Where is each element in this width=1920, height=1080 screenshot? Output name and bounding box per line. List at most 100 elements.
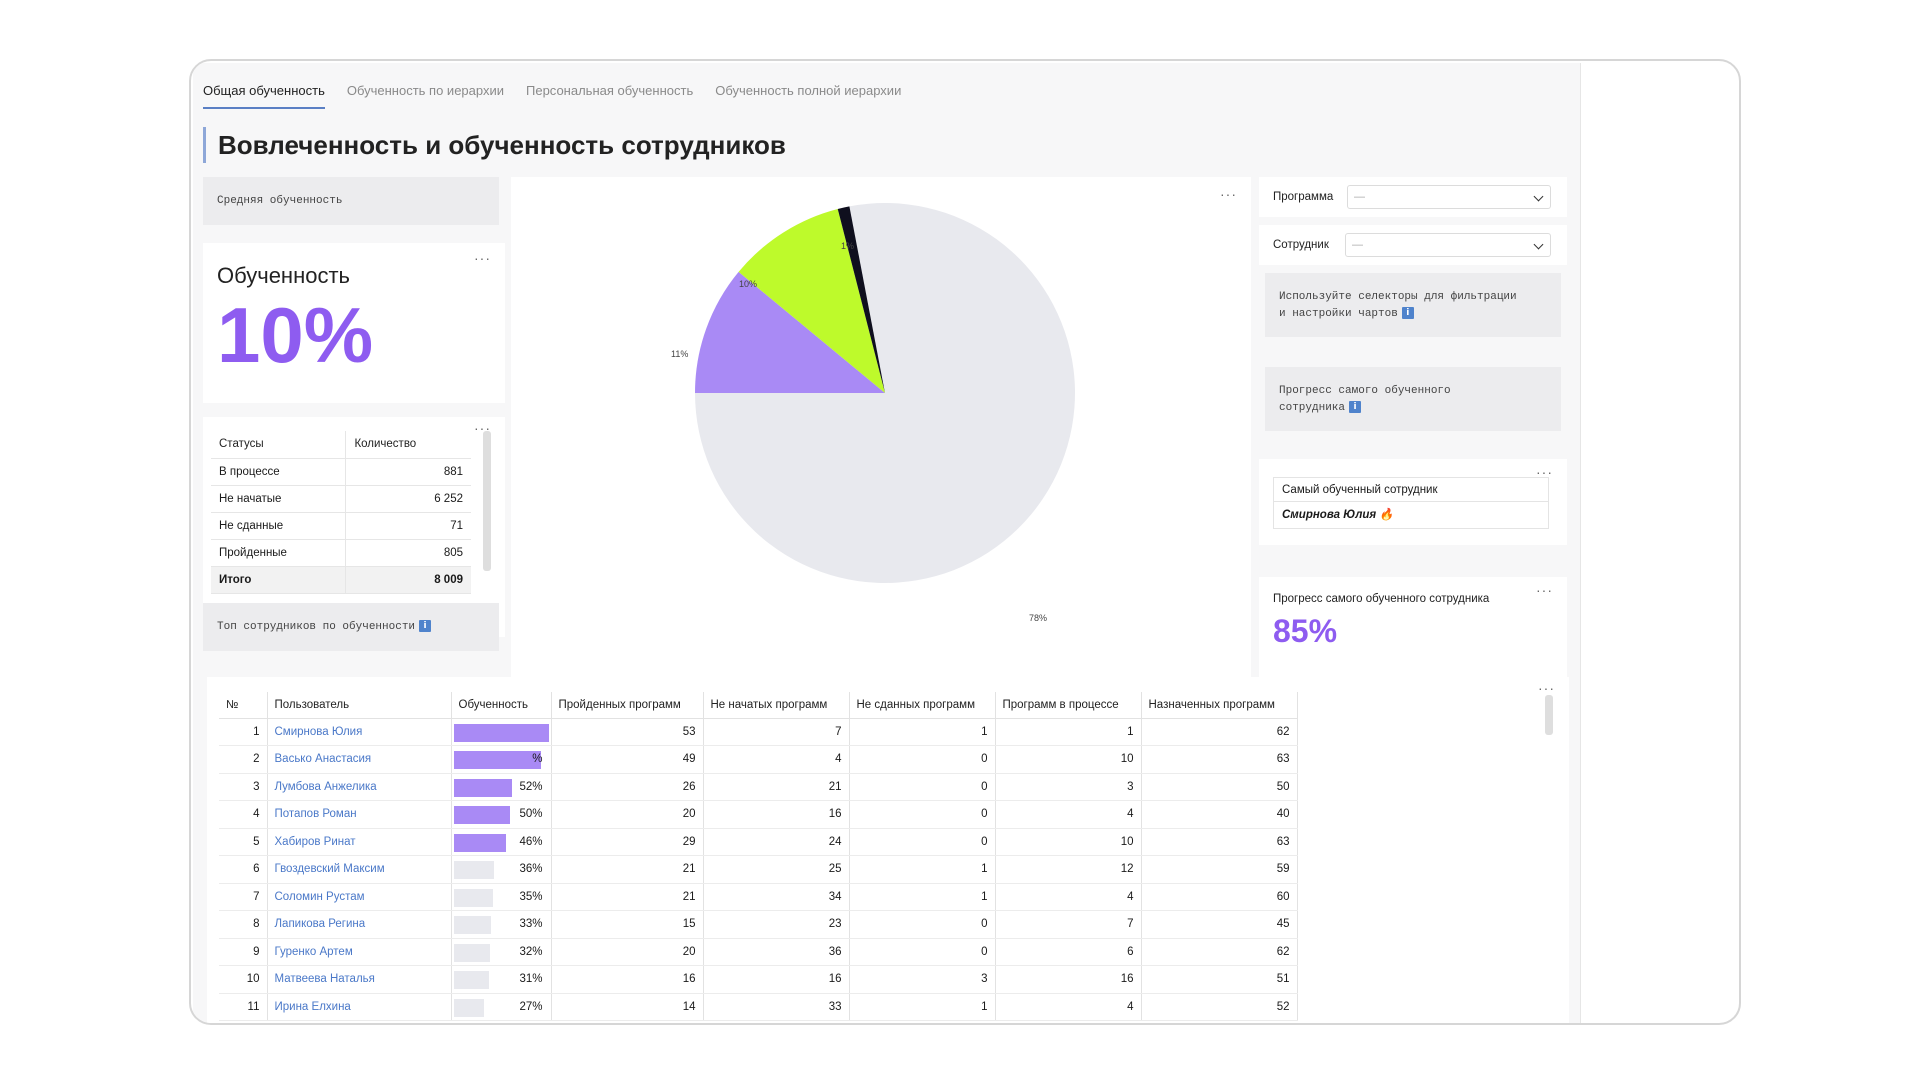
- training-cell: 32%: [451, 938, 552, 966]
- in-progress-cell: 4: [995, 993, 1142, 1021]
- user-cell: Лапикова Регина: [267, 910, 452, 939]
- program-select[interactable]: —: [1347, 185, 1551, 209]
- user-link[interactable]: Васько Анастасия: [274, 753, 372, 766]
- not-started-cell: 16: [703, 800, 850, 829]
- column-header[interactable]: Программ в процессе: [995, 692, 1142, 719]
- assigned-cell: 59: [1141, 855, 1298, 884]
- more-icon[interactable]: ···: [1536, 464, 1553, 480]
- pie-slice[interactable]: [837, 206, 885, 393]
- column-header: Количество: [345, 431, 471, 459]
- user-cell: Потапов Роман: [267, 800, 452, 829]
- best-employee-name-row: Смирнова Юлия 🔥: [1274, 502, 1548, 528]
- program-selector-card: Программа —: [1259, 177, 1567, 217]
- employee-label: Сотрудник: [1273, 239, 1329, 251]
- not-started-cell: 36: [703, 938, 850, 966]
- chevron-down-icon: [1533, 239, 1544, 250]
- scrollbar[interactable]: [483, 431, 491, 571]
- total-label: Итого: [211, 566, 347, 594]
- tab-0[interactable]: Общая обученность: [203, 79, 325, 109]
- info-icon[interactable]: i: [1401, 307, 1414, 320]
- failed-cell: 3: [849, 965, 996, 994]
- user-link[interactable]: Лапикова Регина: [274, 918, 366, 931]
- training-label: 50%: [519, 808, 543, 820]
- passed-cell: 26: [551, 773, 704, 801]
- user-link[interactable]: Ирина Елхина: [274, 1000, 351, 1013]
- user-link[interactable]: Матвеева Наталья: [274, 973, 375, 986]
- info-icon[interactable]: i: [419, 620, 432, 632]
- training-bar: [453, 971, 489, 989]
- user-cell: Гуренко Артем: [267, 938, 452, 966]
- more-icon[interactable]: ···: [1538, 680, 1555, 696]
- table-row: 5 Хабиров Ринат 46% 29 24 0 10 63: [219, 828, 1298, 856]
- tab-3[interactable]: Обученность полной иерархии: [715, 83, 902, 98]
- user-link[interactable]: Смирнова Юлия: [274, 725, 363, 738]
- best-employee-name: Смирнова Юлия: [1282, 509, 1377, 521]
- training-bar: [453, 751, 541, 769]
- user-link[interactable]: Гуренко Артем: [274, 945, 353, 958]
- employees-table: № Пользователь Обученность Пройденных прогр…: [219, 692, 1298, 1021]
- more-icon[interactable]: ···: [1536, 582, 1553, 598]
- progress-hint-card: Прогресс самого обученного сотрудника i: [1265, 367, 1561, 431]
- best-progress-title: Прогресс самого обученного сотрудника: [1273, 593, 1490, 605]
- user-link[interactable]: Хабиров Ринат: [274, 835, 356, 848]
- user-link[interactable]: Лумбова Анжелика: [274, 780, 377, 793]
- more-icon[interactable]: ···: [474, 250, 491, 266]
- training-bar: [453, 833, 506, 852]
- row-number: 9: [219, 938, 268, 966]
- best-employee-card: ··· Самый обученный сотрудник Смирнова Ю…: [1259, 459, 1567, 545]
- column-header[interactable]: Не сданных программ: [849, 692, 996, 719]
- total-count: 8 009: [345, 566, 471, 594]
- user-cell: Ирина Елхина: [267, 993, 452, 1021]
- assigned-cell: 63: [1141, 828, 1298, 856]
- column-header: Статусы: [211, 431, 347, 459]
- passed-cell: 21: [551, 883, 704, 911]
- training-bar: [453, 998, 484, 1017]
- assigned-cell: 52: [1141, 993, 1298, 1021]
- flame-icon: 🔥: [1376, 509, 1394, 521]
- status-cell: Не начатые: [211, 485, 347, 513]
- table-row: Не сданные 71: [211, 512, 471, 540]
- slice-label: 10%: [739, 279, 757, 289]
- score-card: ··· Обученность 10%: [203, 243, 505, 403]
- in-progress-cell: 4: [995, 800, 1142, 829]
- table-row: 10 Матвеева Наталья 31% 16 16 3 16 51: [219, 965, 1298, 994]
- training-bar: [453, 861, 494, 879]
- training-cell: 36%: [451, 855, 552, 884]
- column-header[interactable]: Не начатых программ: [703, 692, 850, 719]
- user-link[interactable]: Соломин Рустам: [274, 890, 365, 903]
- user-cell: Лумбова Анжелика: [267, 773, 452, 801]
- top-employees-label: Топ сотрудников по обученности i: [217, 620, 432, 633]
- count-cell: 881: [345, 458, 471, 486]
- column-header[interactable]: №: [219, 692, 268, 719]
- training-cell: %: [451, 745, 552, 774]
- tab-1[interactable]: Обученность по иерархии: [346, 83, 504, 98]
- failed-cell: 1: [849, 855, 996, 884]
- status-cell: Пройденные: [211, 539, 347, 567]
- user-link[interactable]: Потапов Роман: [274, 808, 357, 821]
- column-header[interactable]: Назначенных программ: [1141, 692, 1298, 719]
- in-progress-cell: 16: [995, 965, 1142, 994]
- row-number: 11: [219, 993, 268, 1021]
- scrollbar[interactable]: [1545, 695, 1553, 735]
- pie-slice[interactable]: [738, 208, 885, 393]
- column-header[interactable]: Пользователь: [267, 692, 452, 719]
- avg-training-card: Средняя обученность: [203, 177, 499, 225]
- table-row: 3 Лумбова Анжелика 52% 26 21 0 3 50: [219, 773, 1298, 801]
- passed-cell: 21: [551, 855, 704, 884]
- count-cell: 6 252: [345, 485, 471, 513]
- passed-cell: 15: [551, 910, 704, 939]
- failed-cell: 0: [849, 828, 996, 856]
- user-link[interactable]: Гвоздевский Максим: [274, 863, 385, 876]
- more-icon[interactable]: ···: [1220, 186, 1237, 202]
- column-header[interactable]: Пройденных программ: [551, 692, 704, 719]
- training-cell: [451, 718, 552, 746]
- tab-2[interactable]: Персональная обученность: [526, 83, 694, 98]
- training-cell: 31%: [451, 965, 552, 994]
- column-header[interactable]: Обученность: [451, 692, 552, 719]
- employee-select[interactable]: —: [1345, 233, 1551, 257]
- info-icon[interactable]: i: [1349, 401, 1362, 414]
- pie-slice[interactable]: [695, 271, 885, 393]
- in-progress-cell: 12: [995, 855, 1142, 884]
- failed-cell: 0: [849, 773, 996, 801]
- in-progress-cell: 7: [995, 910, 1142, 939]
